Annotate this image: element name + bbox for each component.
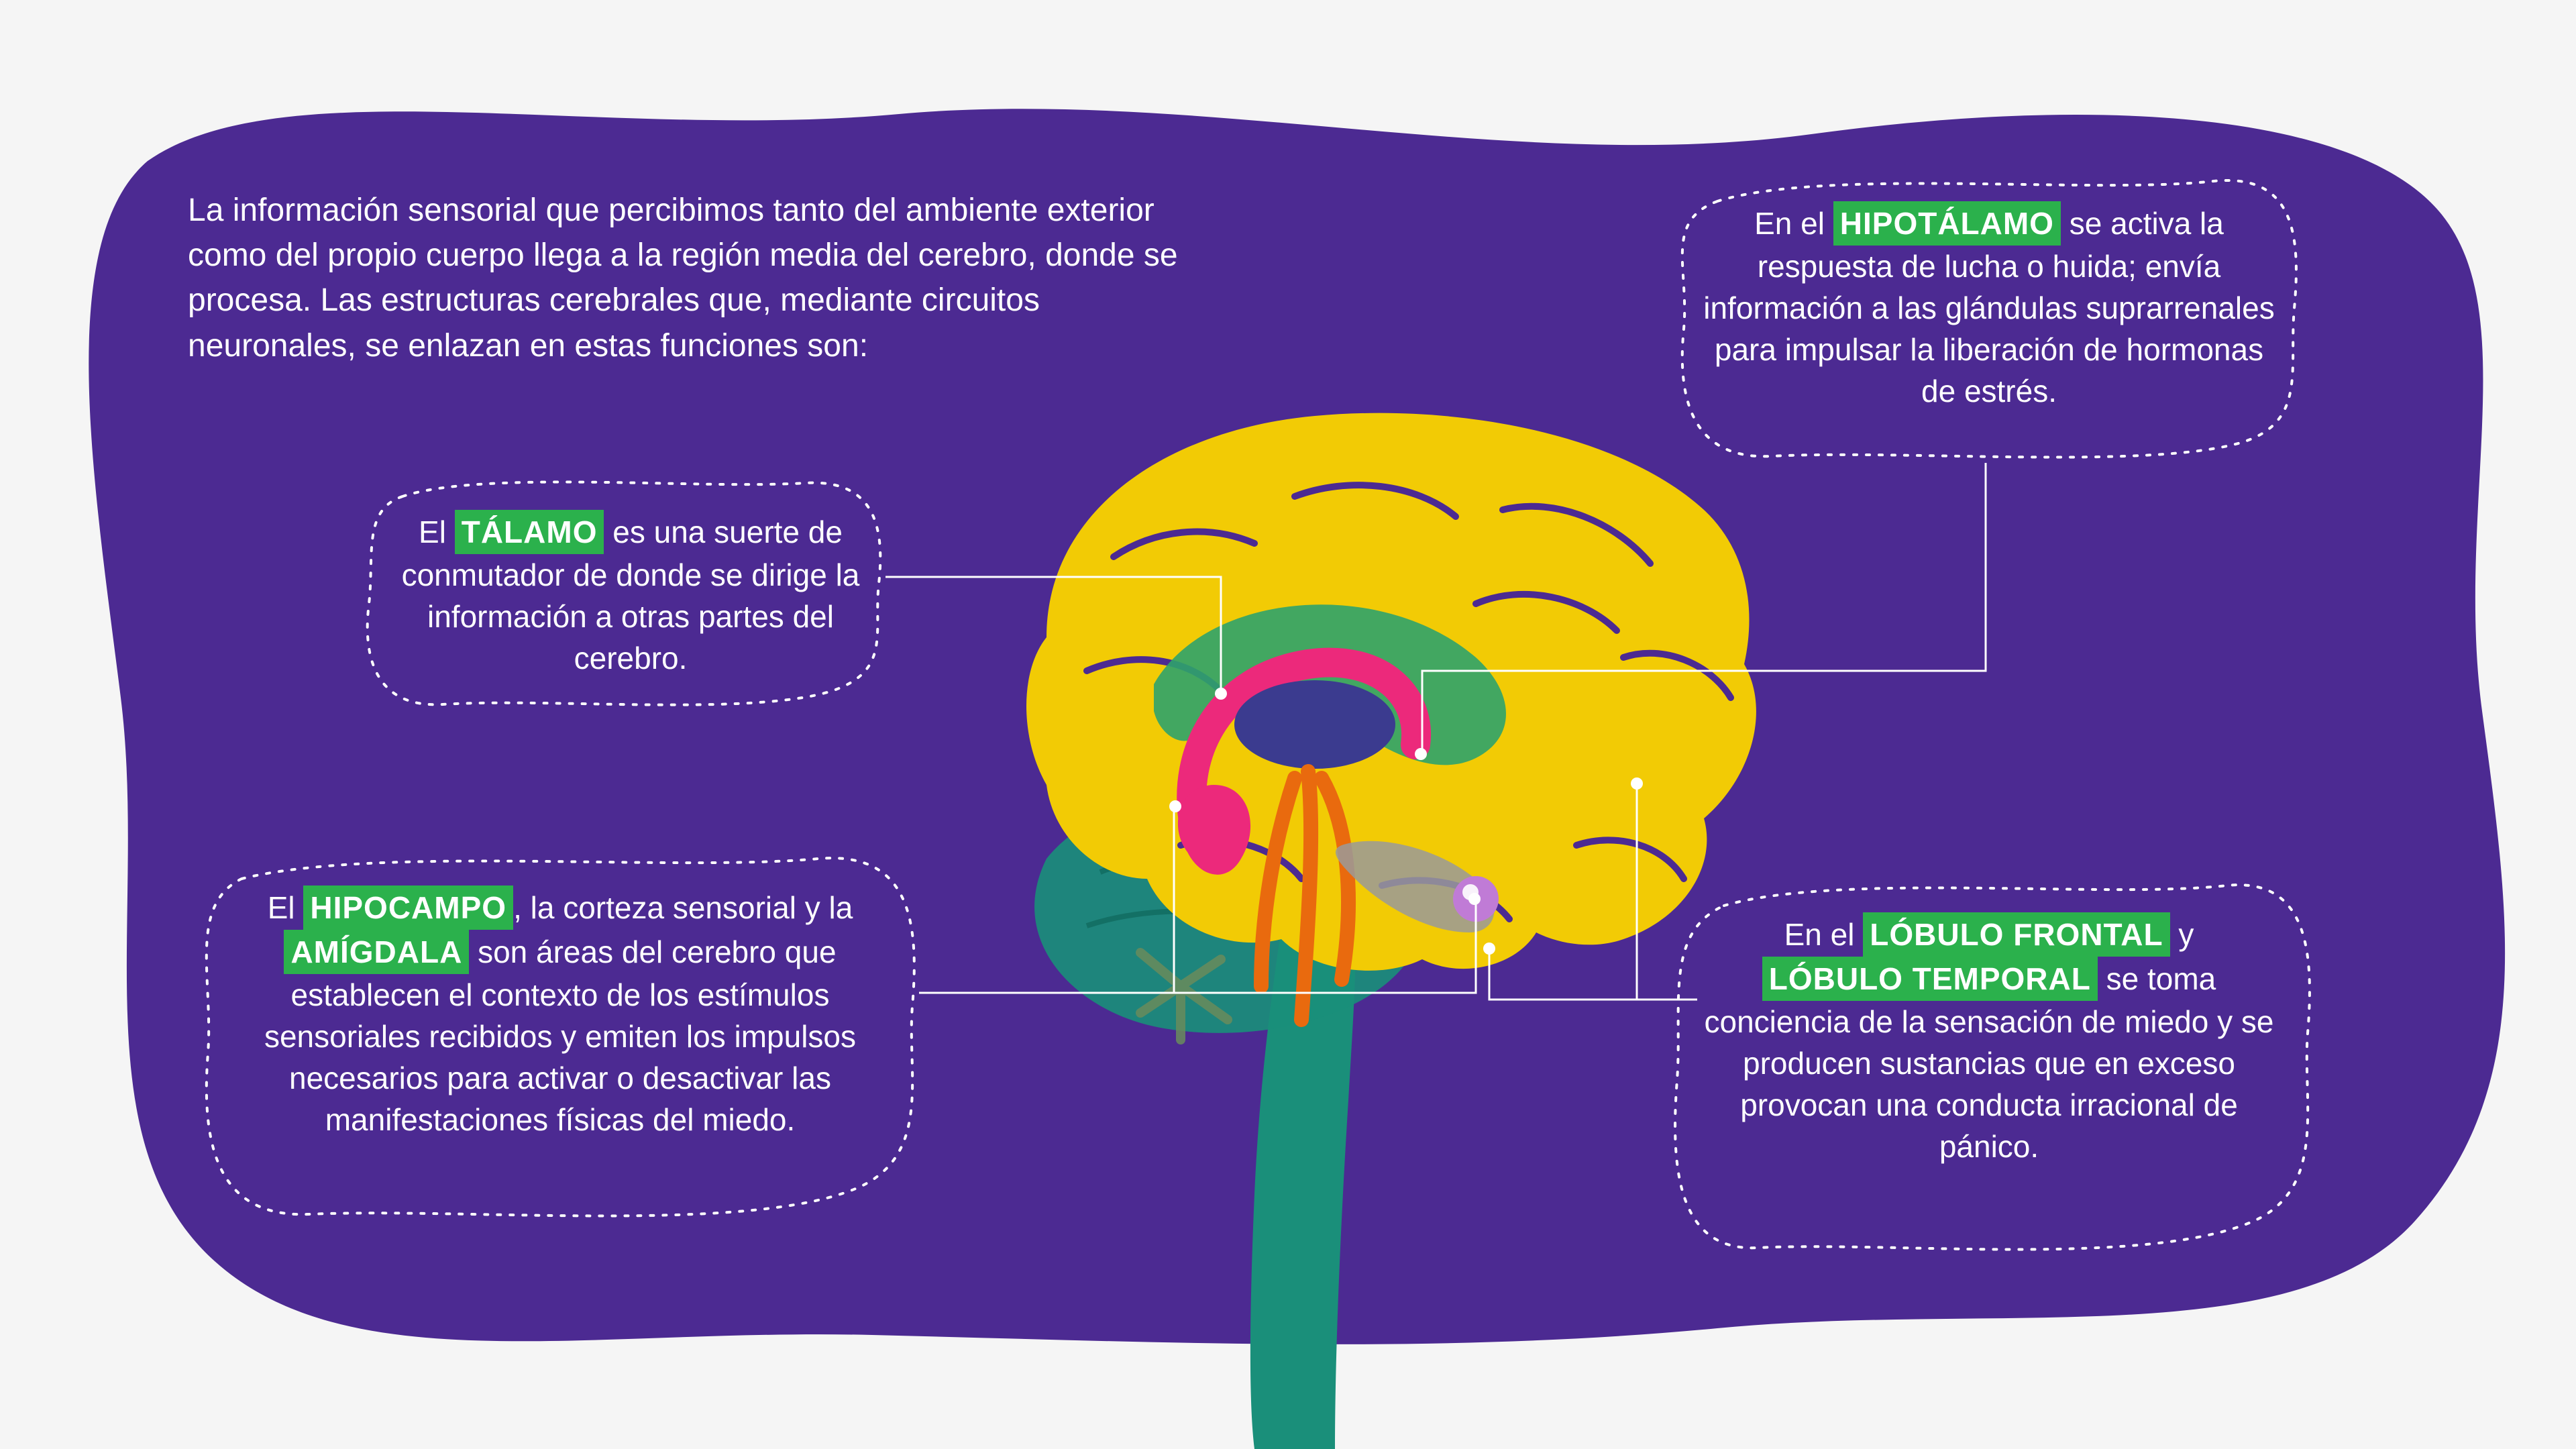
lobulo-pre: En el (1784, 917, 1864, 952)
talamo-highlight: TÁLAMO (455, 510, 604, 554)
hipocampo-highlight: HIPOCAMPO (303, 885, 513, 930)
lobulo-frontal-highlight: LÓBULO FRONTAL (1863, 912, 2169, 957)
intro-text-content: La información sensorial que percibimos … (188, 193, 1178, 364)
infographic-stage: La información sensorial que percibimos … (0, 0, 2576, 1449)
hipotalamo-callout: En el HIPOTÁLAMO se activa la respuesta … (1697, 201, 2281, 412)
hipocampo-pre: El (268, 890, 304, 925)
hipotalamo-pre: En el (1754, 206, 1833, 241)
thalamus (1234, 680, 1395, 769)
amigdala-highlight: AMÍGDALA (284, 930, 469, 974)
talamo-callout: El TÁLAMO es una suerte de conmutador de… (382, 510, 879, 679)
lobulo-temporal-highlight: LÓBULO TEMPORAL (1762, 957, 2098, 1001)
lobulo-callout: En el LÓBULO FRONTAL y LÓBULO TEMPORAL s… (1704, 912, 2274, 1168)
hipocampo-mid: , la corteza sensorial y la (513, 890, 853, 925)
lobulo-mid: y (2170, 917, 2194, 952)
talamo-pre: El (419, 515, 455, 549)
hipotalamo-highlight: HIPOTÁLAMO (1833, 201, 2061, 246)
hipocampo-callout: El HIPOCAMPO, la corteza sensorial y la … (215, 885, 906, 1141)
intro-text: La información sensorial que percibimos … (188, 188, 1194, 368)
